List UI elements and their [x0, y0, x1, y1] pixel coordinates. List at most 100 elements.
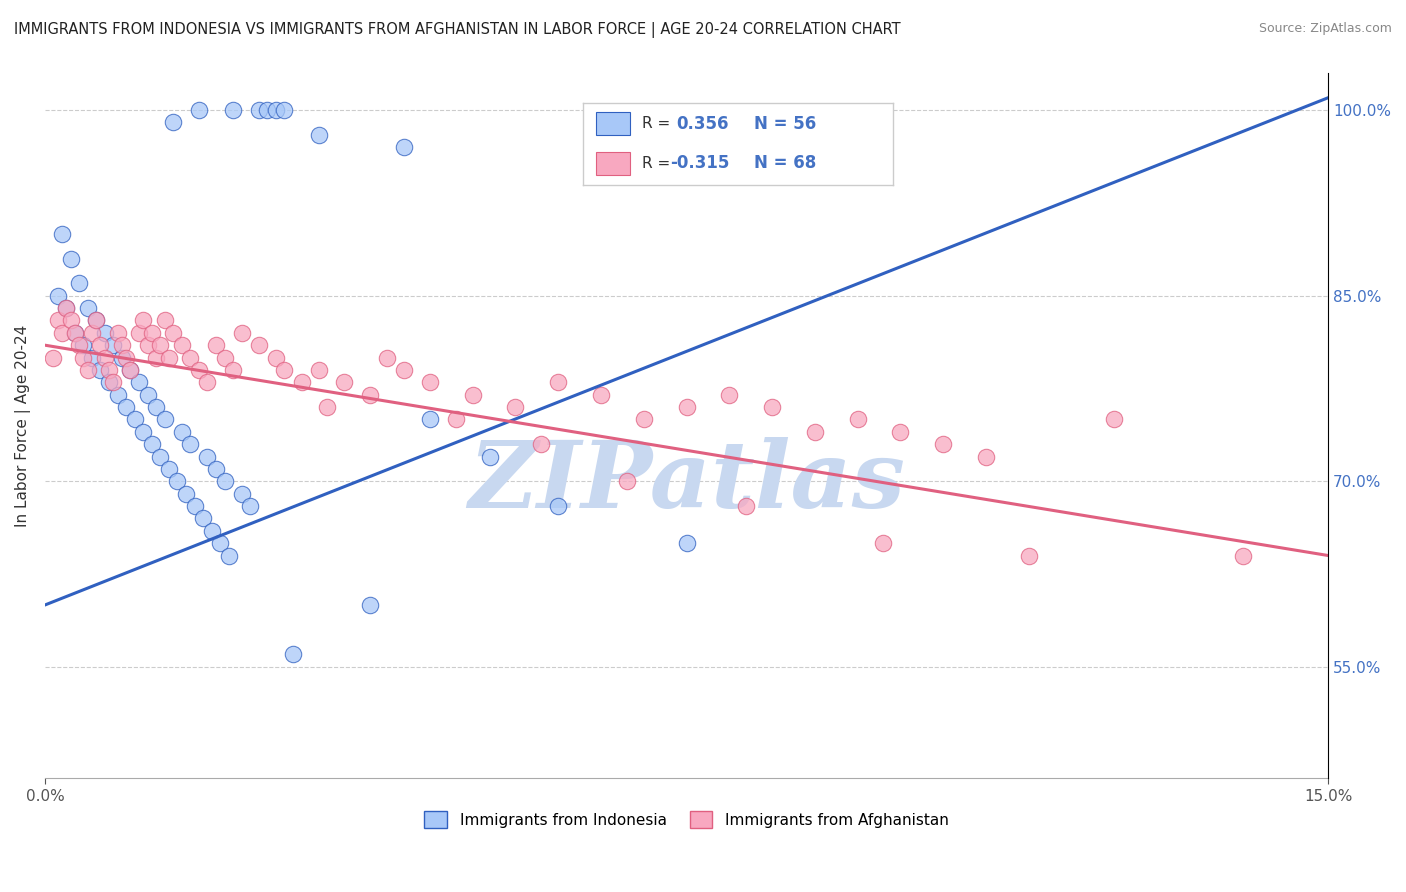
- Point: [128, 326, 150, 340]
- Point: [187, 363, 209, 377]
- Point: [42, 351, 65, 365]
- Point: [76, 301, 98, 315]
- Point: [505, 400, 527, 414]
- Point: [247, 103, 270, 117]
- Text: R =: R =: [643, 156, 671, 170]
- Point: [59, 252, 82, 266]
- Point: [107, 387, 129, 401]
- Point: [231, 326, 253, 340]
- Point: [675, 536, 697, 550]
- Point: [547, 376, 569, 390]
- Point: [63, 326, 86, 340]
- Point: [222, 363, 245, 377]
- Text: N = 68: N = 68: [754, 154, 815, 172]
- FancyBboxPatch shape: [596, 112, 630, 136]
- Point: [290, 376, 312, 390]
- Point: [72, 338, 94, 352]
- Point: [141, 437, 163, 451]
- Point: [804, 425, 827, 439]
- Point: [846, 412, 869, 426]
- Point: [214, 475, 236, 489]
- Point: [256, 103, 278, 117]
- Point: [392, 140, 415, 154]
- Point: [55, 301, 77, 315]
- Point: [718, 387, 741, 401]
- Point: [153, 313, 176, 327]
- Point: [111, 351, 134, 365]
- Point: [419, 376, 441, 390]
- Point: [974, 450, 997, 464]
- Point: [197, 450, 219, 464]
- Point: [120, 363, 142, 377]
- Point: [197, 376, 219, 390]
- Point: [67, 338, 90, 352]
- Point: [136, 387, 159, 401]
- Point: [72, 351, 94, 365]
- Point: [76, 363, 98, 377]
- Point: [616, 475, 638, 489]
- Point: [359, 598, 381, 612]
- Point: [145, 351, 167, 365]
- Point: [51, 227, 73, 241]
- Point: [872, 536, 894, 550]
- Point: [89, 363, 111, 377]
- Point: [141, 326, 163, 340]
- Point: [80, 351, 103, 365]
- Point: [162, 115, 184, 129]
- Point: [115, 351, 138, 365]
- Text: Source: ZipAtlas.com: Source: ZipAtlas.com: [1258, 22, 1392, 36]
- Point: [179, 437, 201, 451]
- Point: [214, 351, 236, 365]
- Point: [94, 326, 117, 340]
- Point: [316, 400, 339, 414]
- Point: [222, 103, 245, 117]
- Point: [94, 351, 117, 365]
- Point: [1104, 412, 1126, 426]
- Point: [461, 387, 484, 401]
- Point: [273, 103, 295, 117]
- Point: [128, 376, 150, 390]
- Point: [89, 338, 111, 352]
- Point: [170, 425, 193, 439]
- Point: [103, 376, 125, 390]
- Point: [359, 387, 381, 401]
- Point: [170, 338, 193, 352]
- Point: [633, 412, 655, 426]
- Point: [392, 363, 415, 377]
- Point: [183, 499, 205, 513]
- Text: IMMIGRANTS FROM INDONESIA VS IMMIGRANTS FROM AFGHANISTAN IN LABOR FORCE | AGE 20: IMMIGRANTS FROM INDONESIA VS IMMIGRANTS …: [14, 22, 901, 38]
- Point: [84, 313, 107, 327]
- Point: [1018, 549, 1040, 563]
- Point: [162, 326, 184, 340]
- Point: [205, 338, 228, 352]
- Point: [84, 313, 107, 327]
- Point: [273, 363, 295, 377]
- Point: [218, 549, 240, 563]
- Point: [51, 326, 73, 340]
- Text: -0.315: -0.315: [671, 154, 730, 172]
- Point: [375, 351, 398, 365]
- Text: N = 56: N = 56: [754, 115, 815, 133]
- Text: 0.356: 0.356: [676, 115, 728, 133]
- Y-axis label: In Labor Force | Age 20-24: In Labor Force | Age 20-24: [15, 325, 31, 527]
- Point: [889, 425, 911, 439]
- Point: [153, 412, 176, 426]
- Point: [209, 536, 232, 550]
- Point: [201, 524, 224, 538]
- Point: [103, 338, 125, 352]
- Point: [111, 338, 134, 352]
- Point: [264, 103, 287, 117]
- Point: [120, 363, 142, 377]
- Point: [308, 128, 330, 142]
- Point: [239, 499, 262, 513]
- Point: [149, 450, 172, 464]
- Point: [419, 412, 441, 426]
- Point: [132, 425, 155, 439]
- Point: [735, 499, 758, 513]
- Point: [59, 313, 82, 327]
- Point: [55, 301, 77, 315]
- Point: [132, 313, 155, 327]
- Point: [166, 475, 188, 489]
- Point: [115, 400, 138, 414]
- Point: [174, 486, 197, 500]
